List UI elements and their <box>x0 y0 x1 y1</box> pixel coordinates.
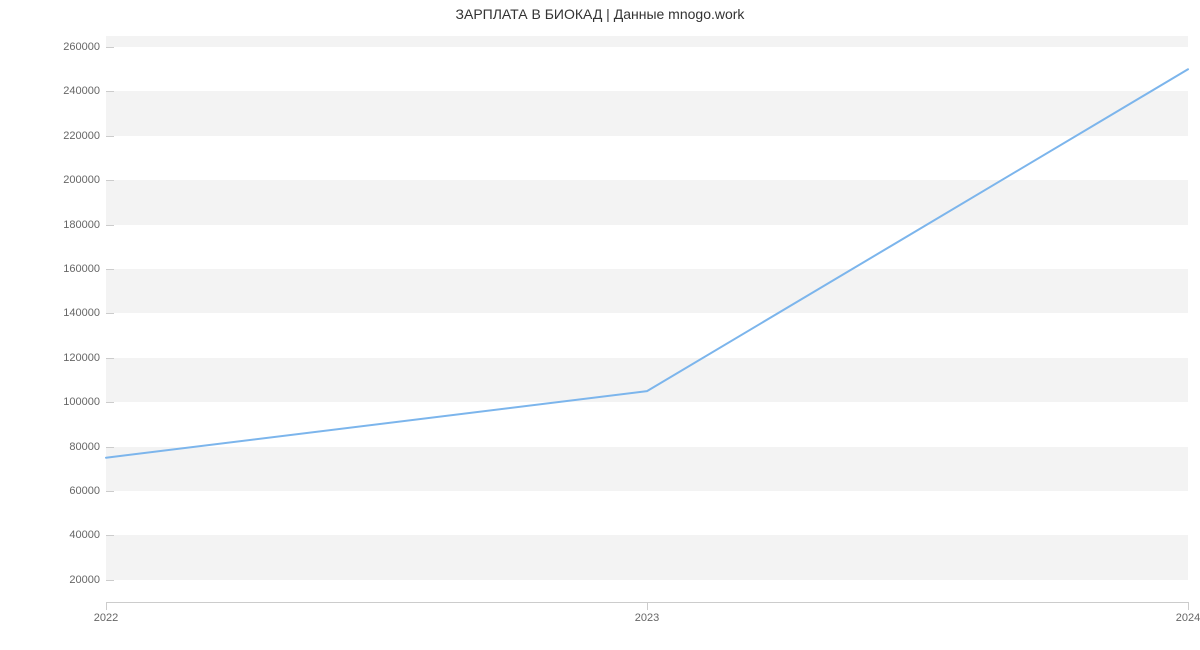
line-chart: ЗАРПЛАТА В БИОКАД | Данные mnogo.work 20… <box>0 0 1200 650</box>
series-line-salary <box>106 69 1188 457</box>
y-axis-label: 60000 <box>69 485 100 497</box>
y-axis-tick <box>106 491 114 492</box>
y-axis-tick <box>106 313 114 314</box>
y-axis-label: 140000 <box>63 307 100 319</box>
x-axis-tick <box>106 602 107 610</box>
x-axis-label: 2024 <box>1176 612 1200 624</box>
y-axis-label: 240000 <box>63 85 100 97</box>
x-axis-label: 2023 <box>635 612 659 624</box>
x-axis-tick <box>1188 602 1189 610</box>
y-axis-label: 260000 <box>63 41 100 53</box>
y-axis-label: 100000 <box>63 396 100 408</box>
y-axis-label: 40000 <box>69 529 100 541</box>
y-axis-tick <box>106 358 114 359</box>
y-axis-tick <box>106 535 114 536</box>
y-axis-tick <box>106 447 114 448</box>
y-axis-tick <box>106 91 114 92</box>
y-axis-label: 160000 <box>63 263 100 275</box>
y-axis-label: 80000 <box>69 441 100 453</box>
line-layer <box>106 36 1188 602</box>
y-axis-label: 200000 <box>63 174 100 186</box>
y-axis-label: 180000 <box>63 219 100 231</box>
y-axis-tick <box>106 580 114 581</box>
x-axis-tick <box>647 602 648 610</box>
plot-area <box>106 36 1188 603</box>
y-axis-tick <box>106 225 114 226</box>
y-axis-tick <box>106 136 114 137</box>
y-axis-tick <box>106 402 114 403</box>
y-axis-label: 120000 <box>63 352 100 364</box>
x-axis-label: 2022 <box>94 612 118 624</box>
y-axis-label: 220000 <box>63 130 100 142</box>
chart-title: ЗАРПЛАТА В БИОКАД | Данные mnogo.work <box>0 6 1200 22</box>
y-axis-tick <box>106 180 114 181</box>
y-axis-tick <box>106 269 114 270</box>
y-axis-tick <box>106 47 114 48</box>
y-axis-label: 20000 <box>69 574 100 586</box>
